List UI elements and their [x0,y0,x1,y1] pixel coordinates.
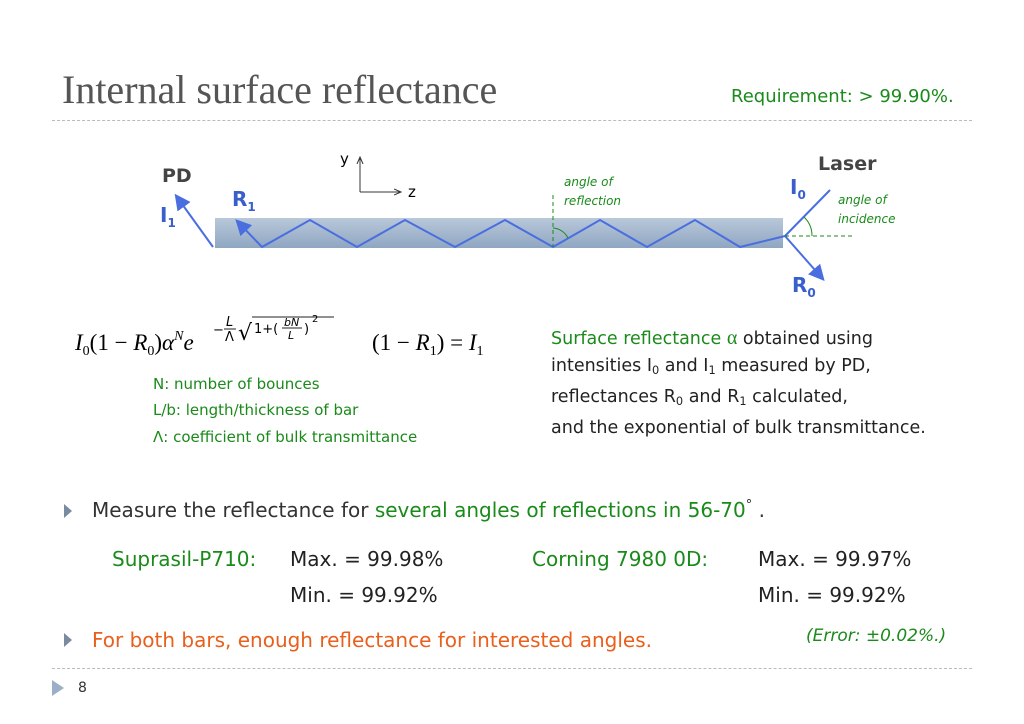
subscript: 1 [167,216,175,230]
text: and I [659,356,709,376]
formula-part: N [173,329,184,344]
subscript: 1 [708,362,716,377]
result-max: Max. = 99.98% [290,547,444,571]
formula-part: e [183,330,193,355]
formula-part: (1 − [90,330,134,355]
angle-arc [803,216,813,237]
note: Λ: coefficient of bulk transmittance [153,428,418,446]
formula-part: L [288,329,294,342]
annotation: reflection [564,194,621,208]
label: I0 [790,175,806,202]
note: N: number of bounces [153,375,320,393]
result-min: Min. = 99.92% [758,583,906,607]
formula-part: 2 [312,314,318,325]
label: I [790,175,797,199]
reflected-beam [784,235,825,282]
requirement: Requirement: > 99.90%. [731,86,954,107]
subscript: 0 [675,393,684,408]
formula-part: ) = [437,330,469,355]
formula-part: R [132,330,147,355]
subscript: 0 [807,286,815,300]
text: ° [745,498,753,513]
page-number: 8 [78,680,87,696]
page-marker [52,680,64,696]
formula-part: 0 [83,344,90,359]
result-max: Max. = 99.97% [758,547,912,571]
text: and R [683,387,740,407]
text: Measure the reflectance for [92,497,375,522]
angle-arc [552,227,569,239]
note: L/b: length/thickness of bar [153,401,359,419]
subscript: 1 [247,200,255,214]
text: reflectances R [551,387,676,407]
subscript: 1 [739,393,747,408]
label: PD [162,165,192,187]
beam-path [235,218,786,249]
label: I [160,203,167,227]
description-line: reflectances R0 and R1 calculated, [551,387,848,408]
subscript: 0 [651,362,660,377]
label: I1 [160,203,176,230]
formula-part: 0 [147,344,154,359]
description-line: and the exponential of bulk transmittanc… [551,418,926,438]
label: R0 [792,273,816,300]
formula-part: bN [284,316,299,329]
formula-part: R [415,330,430,355]
text: . [752,497,765,522]
label: R1 [232,187,256,214]
divider [52,120,972,121]
formula-part: Λ [225,330,234,345]
divider [52,668,972,669]
axis-label: y [340,150,349,168]
slide-title: Internal surface reflectance [62,67,498,112]
annotation: incidence [838,212,895,226]
axis-label: z [408,183,416,201]
description-line: Surface reflectance α obtained using [551,328,873,349]
annotation: angle of [564,175,614,189]
bullet: For both bars, enough reflectance for in… [92,628,652,652]
label: Laser [818,153,877,175]
text: Surface reflectance [551,329,727,349]
result-name: Suprasil-P710: [112,547,257,571]
formula: (1 − R1) = I1 [372,330,484,359]
subscript: 0 [797,188,805,202]
text: α [726,327,738,349]
bullet: Measure the reflectance for several angl… [92,499,765,520]
exponent: − L Λ √ 1+( bN L ) 2 [213,314,334,346]
annotation: angle of [838,193,888,207]
incident-beam [784,189,831,237]
text: obtained using [737,329,873,349]
formula-part: α [162,330,175,355]
label: R [792,273,807,297]
formula-part: − [213,323,224,338]
description-line: intensities I0 and I1 measured by PD, [551,356,871,377]
formula-part: ) [304,322,309,337]
formula-part: √ [238,321,253,346]
text: intensities I [551,356,652,376]
result-name: Corning 7980 0D: [532,547,709,571]
error-note: (Error: ±0.02%.) [806,626,947,646]
bullet-marker [64,633,72,647]
formula-part: ) [154,330,162,355]
formula-part: I [468,330,478,355]
label: R [232,187,247,211]
output-beam [174,193,214,248]
formula-part: L [226,315,233,330]
text: and the exponential of bulk transmittanc… [551,418,926,438]
formula-part: 1 [477,344,484,359]
formula-part: (1 − [372,330,416,355]
text: calculated, [746,387,848,407]
formula-part: 1+( [254,322,278,337]
text: several angles of reflections in 56-70 [374,497,746,522]
formula-part: I [74,330,84,355]
result-min: Min. = 99.92% [290,583,438,607]
formula: I0(1 − R0)αNe [74,329,194,359]
bullet-marker [64,504,72,518]
formula-part: 1 [430,344,437,359]
text: measured by PD, [715,356,871,376]
